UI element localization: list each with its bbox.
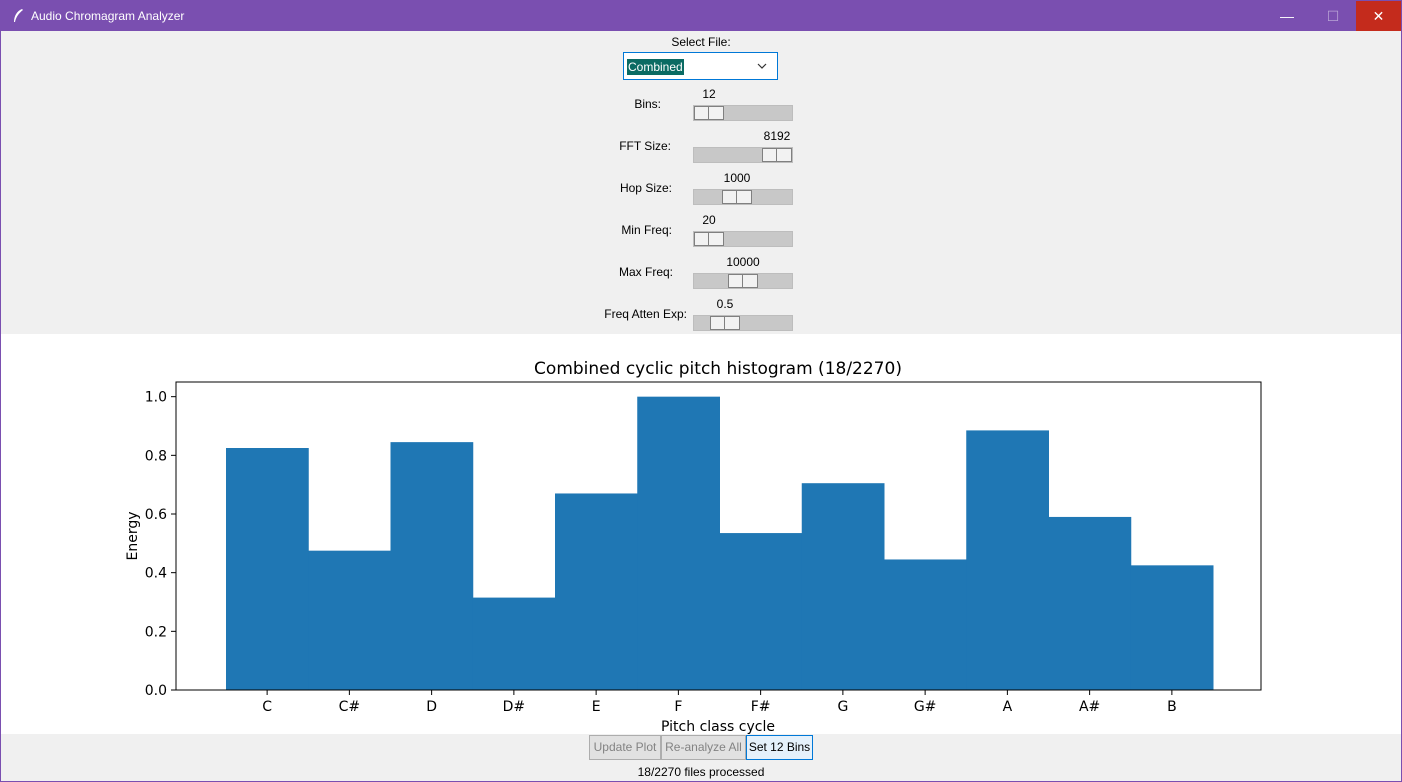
x-tick-label: A	[1003, 699, 1013, 715]
bar-d-sharp	[472, 597, 556, 690]
y-axis-label: Energy	[125, 511, 141, 560]
bottom-bar: Update Plot Re-analyze All Set 12 Bins 1…	[1, 734, 1401, 781]
title-bar: Audio Chromagram Analyzer — ☐ ✕	[1, 1, 1401, 31]
x-axis-label: Pitch class cycle	[661, 719, 775, 734]
x-tick-label: C	[262, 699, 272, 715]
bar-f-sharp	[719, 533, 803, 690]
fft-size-slider-thumb[interactable]	[762, 148, 792, 162]
freq-atten-exp-label: Freq Atten Exp:	[604, 307, 687, 321]
min-freq-slider-thumb[interactable]	[694, 232, 724, 246]
bar-e	[555, 493, 638, 690]
x-tick-label: G#	[914, 699, 937, 715]
fft-size-slider[interactable]	[693, 147, 793, 163]
reanalyze-all-button[interactable]: Re-analyze All	[661, 735, 746, 760]
select-file-label: Select File:	[671, 35, 731, 49]
freq-atten-exp-slider-thumb[interactable]	[710, 316, 740, 330]
max-freq-label: Max Freq:	[618, 265, 673, 279]
hop-size-label: Hop Size:	[619, 181, 672, 195]
freq-atten-exp-slider[interactable]	[693, 315, 793, 331]
min-freq-label: Min Freq:	[621, 223, 672, 237]
max-freq-slider[interactable]	[693, 273, 793, 289]
x-tick-label: E	[592, 699, 601, 715]
x-tick-label: A#	[1079, 699, 1100, 715]
y-tick-label: 0.4	[145, 566, 167, 582]
min-freq-slider[interactable]	[693, 231, 793, 247]
min-freq-value: 20	[702, 213, 716, 227]
bar-b	[1130, 565, 1214, 690]
update-plot-button[interactable]: Update Plot	[589, 735, 661, 760]
histogram-chart: Combined cyclic pitch histogram (18/2270…	[125, 359, 1262, 734]
hop-size-slider-thumb[interactable]	[722, 190, 752, 204]
selected-file-value: Combined	[627, 59, 684, 75]
x-tick-label: D#	[503, 699, 526, 715]
max-freq-slider-thumb[interactable]	[728, 274, 758, 288]
minimize-button[interactable]: —	[1280, 8, 1294, 24]
x-tick-label: D	[426, 699, 437, 715]
x-tick-label: G	[837, 699, 848, 715]
hop-size-value: 1000	[723, 171, 751, 185]
y-tick-label: 1.0	[145, 390, 167, 406]
bins-value: 12	[702, 87, 716, 101]
bar-c	[226, 448, 309, 690]
x-tick-label: F	[674, 699, 682, 715]
hop-size-slider[interactable]	[693, 189, 793, 205]
chevron-down-icon	[757, 63, 767, 69]
bins-label: Bins:	[634, 97, 661, 111]
controls-panel: Select File: Combined Bins: 12 FFT Size:…	[1, 31, 1401, 334]
fft-size-value: 8192	[763, 129, 791, 143]
close-button[interactable]: ✕	[1356, 1, 1401, 31]
set-12-bins-button[interactable]: Set 12 Bins	[746, 735, 813, 760]
window-title: Audio Chromagram Analyzer	[31, 9, 185, 23]
file-select-combobox[interactable]: Combined	[623, 52, 778, 80]
status-text: 18/2270 files processed	[637, 765, 765, 779]
bar-g	[801, 483, 885, 690]
fft-size-label: FFT Size:	[619, 139, 671, 153]
y-tick-label: 0.6	[145, 507, 167, 523]
bar-g-sharp	[884, 559, 967, 690]
bar-d	[390, 442, 474, 690]
y-tick-label: 0.0	[145, 683, 167, 699]
bins-slider-thumb[interactable]	[694, 106, 724, 120]
x-tick-label: F#	[751, 699, 771, 715]
y-tick-label: 0.2	[145, 624, 167, 640]
bar-c-sharp	[308, 550, 391, 690]
freq-atten-exp-value: 0.5	[716, 297, 734, 311]
bins-slider[interactable]	[693, 105, 793, 121]
max-freq-value: 10000	[726, 255, 760, 269]
plot-canvas: Combined cyclic pitch histogram (18/2270…	[1, 334, 1401, 734]
chart-title: Combined cyclic pitch histogram (18/2270…	[534, 359, 902, 379]
x-tick-label: B	[1167, 699, 1177, 715]
feather-icon	[14, 9, 23, 22]
plot-frame	[175, 381, 1262, 691]
y-tick-label: 0.8	[145, 448, 167, 464]
bar-a	[966, 430, 1049, 690]
maximize-button[interactable]: ☐	[1326, 8, 1340, 24]
bar-f	[637, 396, 720, 690]
x-tick-label: C#	[339, 699, 361, 715]
bar-a-sharp	[1048, 516, 1132, 690]
